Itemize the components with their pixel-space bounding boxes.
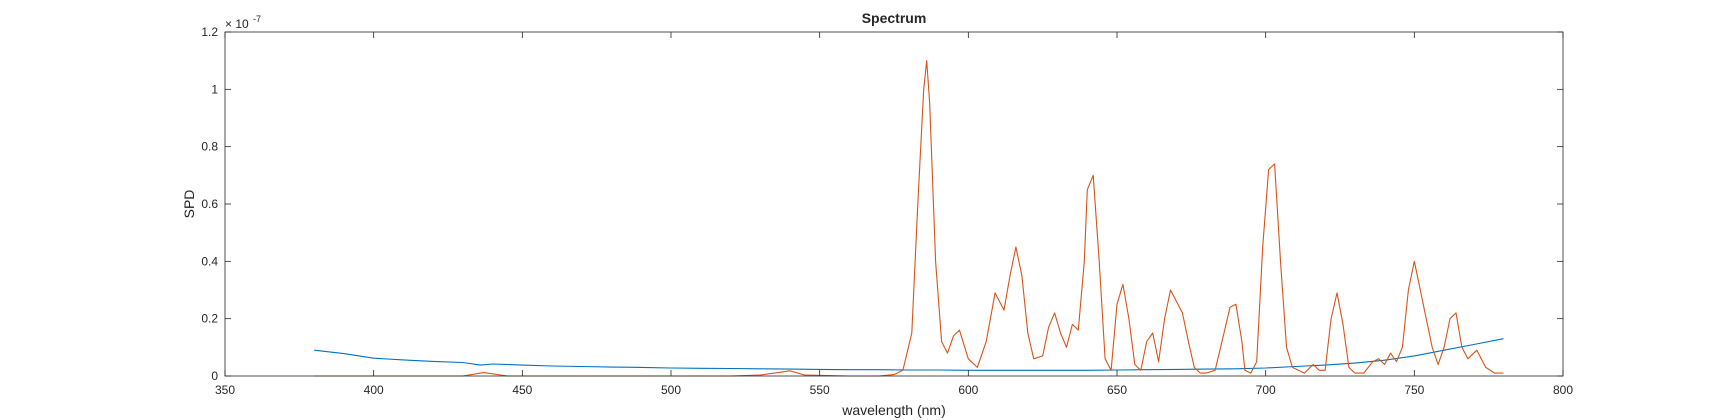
axes-background xyxy=(225,32,1563,376)
x-tick-label: 350 xyxy=(215,383,235,397)
x-tick-label: 600 xyxy=(958,383,978,397)
x-axis-label: wavelength (nm) xyxy=(841,402,946,418)
y-tick-label: 1.2 xyxy=(201,25,218,39)
x-tick-label: 500 xyxy=(661,383,681,397)
y-axis-label: SPD xyxy=(181,190,197,219)
series-line-1 xyxy=(314,338,1504,371)
x-tick-label: 650 xyxy=(1107,383,1127,397)
y-tick-label: 0.8 xyxy=(201,140,218,154)
y-tick-label: 0.6 xyxy=(201,197,218,211)
y-exponent-power: -7 xyxy=(253,14,261,24)
tick-layer: 350 400 450 500 550 600 650 700 750 800 0 0.2 0.4 0.6… xyxy=(201,25,1573,397)
series-line-2 xyxy=(314,60,1504,377)
x-tick-label: 400 xyxy=(364,383,384,397)
x-tick-label: 750 xyxy=(1404,383,1424,397)
x-tick-label: 550 xyxy=(810,383,830,397)
y-tick-label: 0.4 xyxy=(201,254,218,268)
x-tick-label: 450 xyxy=(512,383,532,397)
y-tick-label: 1 xyxy=(211,82,218,96)
y-tick-label: 0 xyxy=(211,369,218,383)
y-exponent-label: × 10 xyxy=(225,17,249,31)
x-tick-label: 800 xyxy=(1553,383,1573,397)
series-layer xyxy=(314,60,1504,377)
chart-title: Spectrum xyxy=(862,10,927,26)
y-tick-label: 0.2 xyxy=(201,312,218,326)
x-tick-label: 700 xyxy=(1256,383,1276,397)
